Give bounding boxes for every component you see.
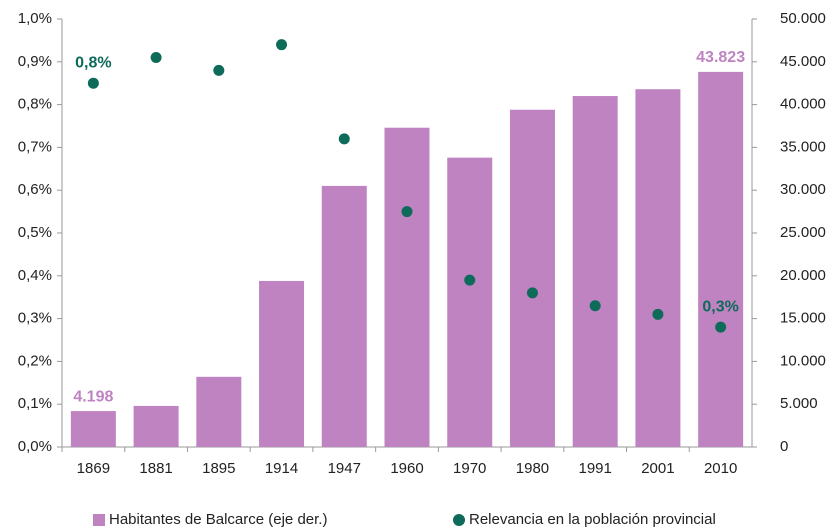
y2-tick-label: 50.000 [780,10,826,27]
value-label: 43.823 [696,49,745,66]
bar [509,109,555,448]
dot [150,52,162,64]
dot [464,274,476,286]
bar [698,71,744,447]
y2-tick-label: 40.000 [780,96,826,113]
bar [259,280,305,447]
y-tick-label: 0,3% [18,310,52,327]
y2-tick-label: 30.000 [780,181,826,198]
dot [589,300,601,312]
x-tick-label: 2010 [704,460,737,477]
bar [196,376,242,447]
y-tick-label: 0,2% [18,352,52,369]
x-tick-label: 1914 [265,460,298,477]
y-tick-label: 0,6% [18,181,52,198]
y2-tick-label: 15.000 [780,310,826,327]
x-tick-label: 2001 [641,460,674,477]
value-label: 0,8% [75,54,111,71]
x-tick-label: 1980 [516,460,549,477]
dot [338,133,350,145]
value-label: 4.198 [73,388,113,405]
y-tick-label: 0,1% [18,395,52,412]
y-tick-label: 0,7% [18,138,52,155]
y-tick-label: 0,4% [18,267,52,284]
dot [652,308,664,320]
y2-tick-label: 35.000 [780,138,826,155]
y-tick-label: 0,5% [18,224,52,241]
x-tick-label: 1960 [390,460,423,477]
y2-tick-label: 45.000 [780,53,826,70]
dot [87,77,99,89]
bar [321,185,367,448]
dot [526,287,538,299]
legend-swatch [453,514,465,526]
y-tick-label: 1,0% [18,10,52,27]
y-tick-label: 0,8% [18,96,52,113]
y-tick-label: 0,9% [18,53,52,70]
x-tick-label: 1991 [578,460,611,477]
legend-label: Relevancia en la población provincial [469,511,716,528]
bar [447,157,493,447]
y2-tick-label: 25.000 [780,224,826,241]
dot [715,321,727,333]
bar [572,96,618,447]
legend-label: Habitantes de Balcarce (eje der.) [109,511,327,528]
x-tick-label: 1869 [77,460,110,477]
bar [70,411,116,447]
y2-tick-label: 20.000 [780,267,826,284]
y-tick-label: 0,0% [18,438,52,455]
dot [213,64,225,76]
y2-tick-label: 10.000 [780,352,826,369]
x-tick-label: 1881 [139,460,172,477]
x-tick-label: 1895 [202,460,235,477]
legend-swatch [93,514,105,526]
bar [635,89,681,447]
dot [276,39,288,51]
dot [401,206,413,218]
y2-tick-label: 0 [780,438,788,455]
x-tick-label: 1970 [453,460,486,477]
y2-tick-label: 5.000 [780,395,818,412]
bar [384,127,430,447]
x-tick-label: 1947 [328,460,361,477]
bar [133,405,179,447]
value-label: 0,3% [702,298,738,315]
